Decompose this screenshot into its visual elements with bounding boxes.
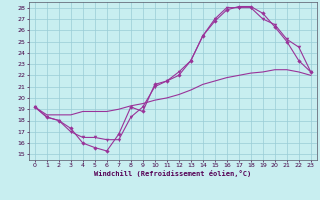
X-axis label: Windchill (Refroidissement éolien,°C): Windchill (Refroidissement éolien,°C): [94, 170, 252, 177]
